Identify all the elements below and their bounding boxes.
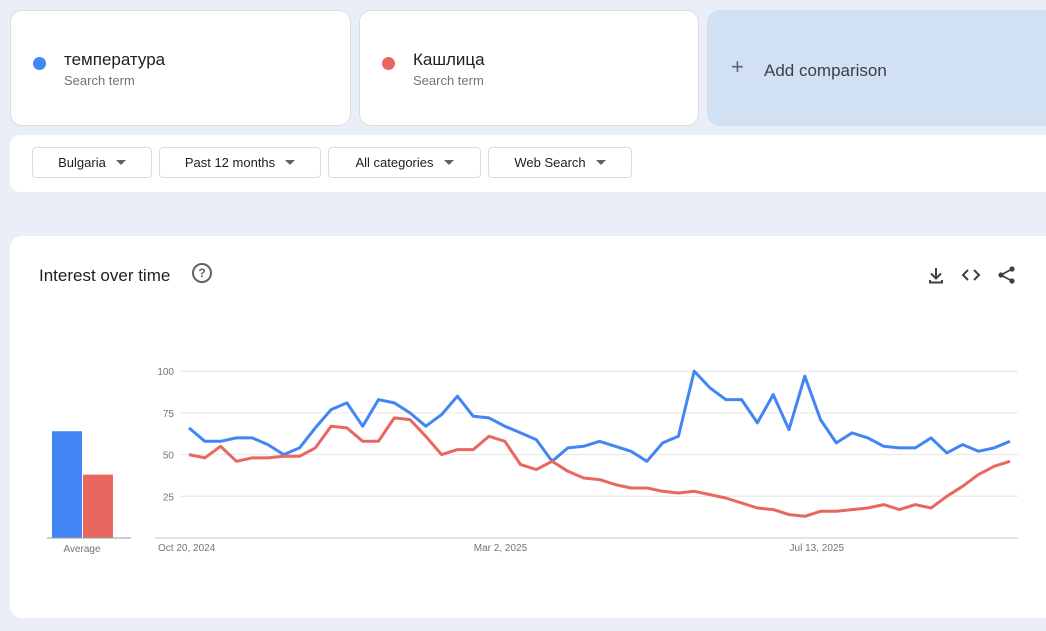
average-label: Average xyxy=(63,544,101,555)
x-tick-label: Mar 2, 2025 xyxy=(474,543,528,554)
category-filter[interactable]: All categories xyxy=(328,147,481,178)
search-term-card-1[interactable]: температура Search term xyxy=(10,10,351,126)
term-name[interactable]: температура xyxy=(64,50,166,69)
search-term-card-2[interactable]: Кашлица Search term xyxy=(359,10,699,126)
caret-down-icon xyxy=(115,160,126,165)
chart-title: Interest over time xyxy=(39,266,171,285)
term-name[interactable]: Кашлица xyxy=(413,50,485,69)
search-type-filter[interactable]: Web Search xyxy=(488,147,632,178)
add-comparison-button[interactable]: + Add comparison xyxy=(707,10,1046,126)
interest-over-time-card: Interest over time ? 100 75 50 25 Oct 20, 20… xyxy=(10,236,1046,618)
share-icon[interactable] xyxy=(996,264,1018,286)
region-filter[interactable]: Bulgaria xyxy=(32,147,152,178)
x-tick-label: Jul 13, 2025 xyxy=(790,543,845,554)
category-filter-label: All categories xyxy=(355,155,434,170)
y-tick-label: 75 xyxy=(163,409,175,420)
y-tick-label: 100 xyxy=(157,367,174,378)
search-type-filter-label: Web Search xyxy=(514,155,586,170)
series-line-1 xyxy=(188,369,1011,463)
download-icon[interactable] xyxy=(925,264,947,286)
plus-icon: + xyxy=(731,54,744,79)
period-filter-label: Past 12 months xyxy=(184,155,276,170)
caret-down-icon xyxy=(443,160,454,165)
y-tick-label: 25 xyxy=(163,492,175,503)
help-icon[interactable]: ? xyxy=(192,263,212,283)
average-bar-2 xyxy=(83,474,113,538)
filter-bar: Bulgaria Past 12 months All categories W… xyxy=(10,135,1046,192)
term-color-dot xyxy=(33,57,46,70)
x-tick-label: Oct 20, 2024 xyxy=(158,543,216,554)
region-filter-label: Bulgaria xyxy=(58,155,106,170)
add-comparison-label: Add comparison xyxy=(764,61,887,80)
period-filter[interactable]: Past 12 months xyxy=(159,147,321,178)
interest-chart: 100 75 50 25 Oct 20, 2024 Mar 2, 2025 Jul 13, … xyxy=(47,367,1018,555)
caret-down-icon xyxy=(285,160,296,165)
average-bar-1 xyxy=(52,431,82,538)
term-subtitle: Search term xyxy=(413,73,484,88)
y-tick-label: 50 xyxy=(163,451,175,462)
term-subtitle: Search term xyxy=(64,73,135,88)
embed-code-icon[interactable] xyxy=(960,264,982,286)
caret-down-icon xyxy=(595,160,606,165)
term-color-dot xyxy=(382,57,395,70)
series-line-2 xyxy=(188,416,1011,518)
